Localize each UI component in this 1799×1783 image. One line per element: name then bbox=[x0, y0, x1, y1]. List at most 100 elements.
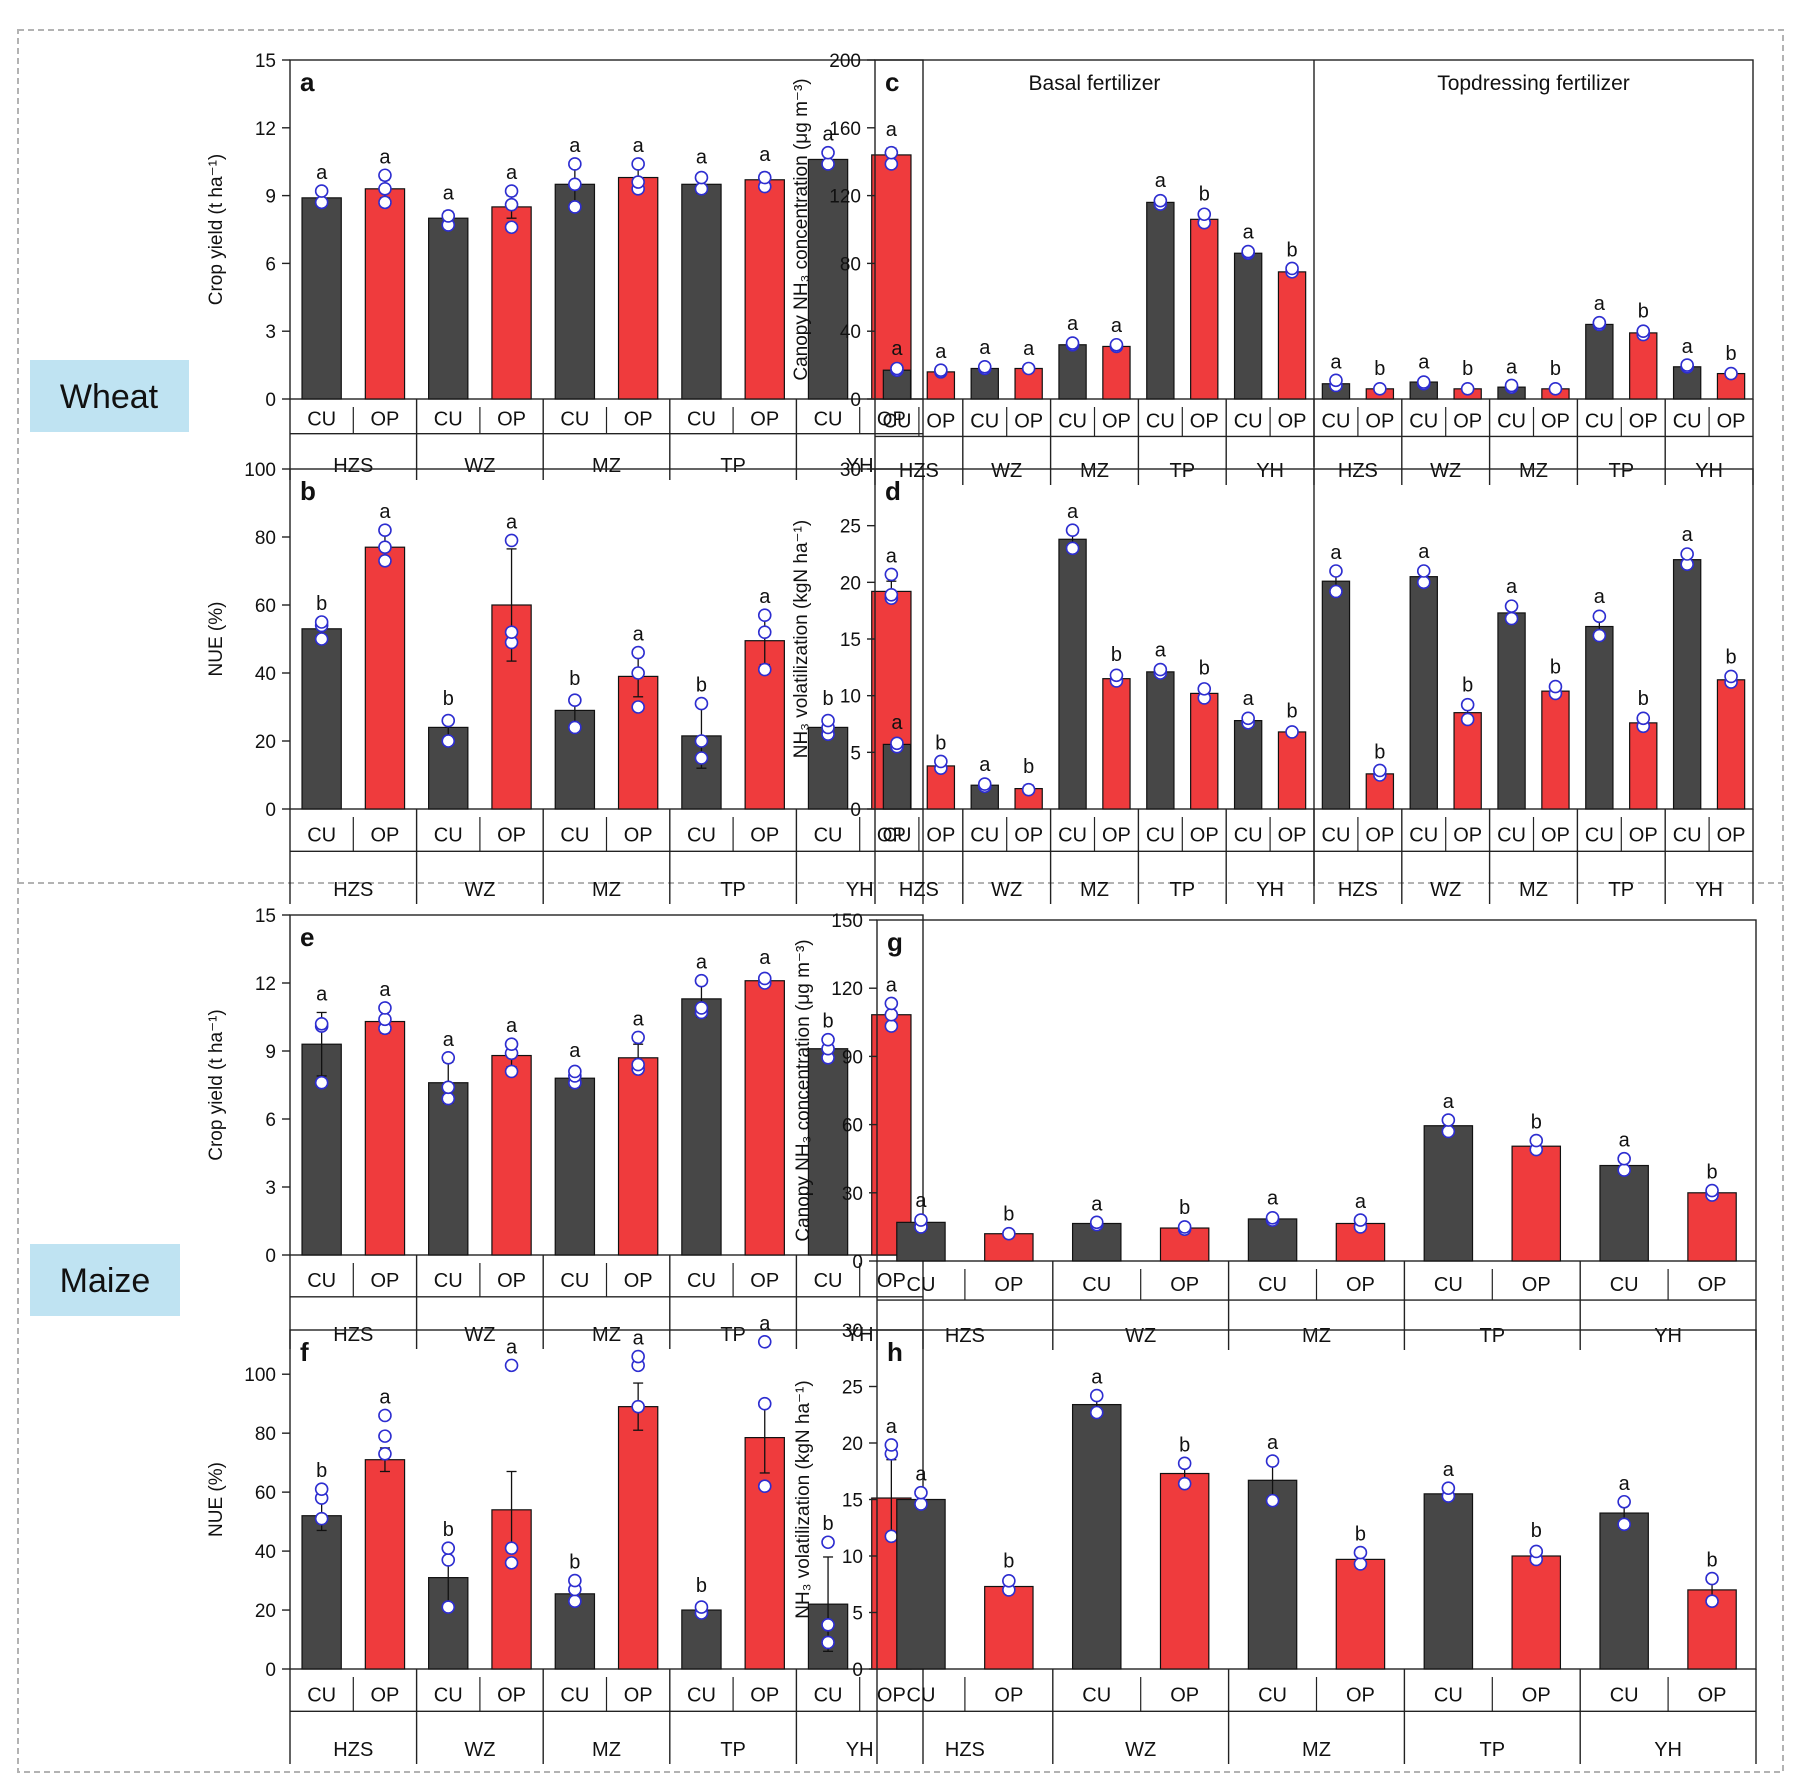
data-point bbox=[568, 1064, 582, 1079]
data-point bbox=[884, 1019, 899, 1033]
significance-letter: b bbox=[1638, 688, 1649, 710]
bar bbox=[364, 1459, 406, 1670]
subcategory-label: OP bbox=[370, 408, 399, 430]
subcategory-label: CU bbox=[1585, 411, 1614, 433]
data-point bbox=[1002, 1574, 1016, 1588]
significance-letter: a bbox=[1682, 336, 1694, 358]
data-point bbox=[1265, 1493, 1280, 1508]
significance-letter: a bbox=[759, 586, 771, 608]
bar bbox=[1453, 712, 1482, 810]
subcategory-label: CU bbox=[1434, 1274, 1463, 1296]
subcategory-label: OP bbox=[1170, 1274, 1199, 1296]
significance-letter: b bbox=[443, 1519, 454, 1541]
bar bbox=[1014, 367, 1043, 400]
subcategory-label: OP bbox=[1522, 1274, 1551, 1296]
significance-letter: a bbox=[506, 1336, 518, 1358]
y-axis-label: NUE (%) bbox=[206, 1462, 227, 1537]
significance-letter: a bbox=[1243, 688, 1255, 710]
bar bbox=[744, 179, 785, 400]
subcategory-label: CU bbox=[687, 1684, 716, 1706]
y-tick-label: 0 bbox=[265, 1246, 276, 1267]
data-point bbox=[504, 184, 519, 198]
y-tick-label: 25 bbox=[840, 517, 861, 538]
data-point bbox=[884, 1007, 899, 1022]
category-label: HZS bbox=[899, 460, 939, 482]
data-point bbox=[1617, 1517, 1631, 1532]
data-point bbox=[1441, 1124, 1456, 1139]
category-label: TP bbox=[1609, 879, 1635, 901]
data-point bbox=[1021, 361, 1036, 376]
figure-frame bbox=[17, 29, 1784, 1773]
bar bbox=[1672, 559, 1702, 810]
y-axis-label: NH₃ volatilization (kgN ha⁻¹) bbox=[791, 520, 812, 758]
bar bbox=[301, 1515, 342, 1670]
panel-h: 0 5 10 15 20 25 30 NH₃ volatilization (kgN ha⁻¹… bbox=[793, 1321, 1757, 1764]
category-label: HZS bbox=[333, 1739, 373, 1761]
data-point bbox=[1109, 668, 1124, 683]
data-point bbox=[441, 713, 456, 728]
data-point bbox=[378, 1408, 392, 1423]
category-label: MZ bbox=[592, 1324, 621, 1346]
data-point bbox=[568, 1594, 582, 1608]
data-point bbox=[504, 1064, 519, 1079]
category-label: HZS bbox=[1338, 460, 1378, 482]
data-point bbox=[1416, 375, 1431, 389]
significance-letter: b bbox=[1111, 644, 1122, 666]
category-label: WZ bbox=[1430, 879, 1461, 901]
significance-letter: a bbox=[886, 119, 898, 141]
y-tick-label: 6 bbox=[265, 254, 276, 275]
bar bbox=[1058, 344, 1087, 400]
category-label: YH bbox=[846, 1739, 874, 1761]
subcategory-label: OP bbox=[624, 408, 653, 430]
data-point bbox=[378, 553, 392, 568]
y-tick-label: 5 bbox=[852, 1604, 863, 1625]
significance-letter: a bbox=[891, 338, 903, 360]
plot-frame bbox=[289, 914, 924, 1256]
significance-letter: a bbox=[633, 624, 645, 646]
significance-letter: a bbox=[759, 144, 771, 166]
significance-letter: b bbox=[316, 593, 327, 615]
data-point bbox=[568, 177, 582, 192]
subcategory-label: CU bbox=[434, 408, 463, 430]
data-point bbox=[1460, 712, 1475, 727]
significance-letter: a bbox=[443, 1029, 455, 1051]
significance-letter: a bbox=[1506, 356, 1518, 378]
data-point bbox=[504, 220, 519, 235]
data-point bbox=[1441, 1113, 1456, 1127]
data-point bbox=[977, 359, 992, 374]
subcategory-label: OP bbox=[994, 1274, 1023, 1296]
data-point bbox=[1460, 382, 1475, 396]
data-point bbox=[504, 625, 519, 640]
significance-letter: a bbox=[633, 135, 645, 157]
bar bbox=[984, 1585, 1034, 1670]
subcategory-label: CU bbox=[1082, 1274, 1111, 1296]
significance-letter: b bbox=[1706, 1550, 1717, 1572]
data-point bbox=[757, 971, 772, 986]
y-tick-label: 15 bbox=[255, 906, 276, 927]
bar bbox=[1190, 218, 1219, 400]
bar bbox=[554, 1077, 596, 1256]
data-point bbox=[890, 361, 904, 376]
error-bar bbox=[823, 1556, 834, 1652]
data-point bbox=[314, 615, 329, 629]
bar bbox=[896, 1498, 946, 1670]
bar bbox=[1423, 1493, 1474, 1670]
panel-a: 0 3 6 9 12 15 Crop yield (t ha⁻¹) a CU a OP a HZS CU a… bbox=[206, 51, 924, 480]
panel-label: h bbox=[887, 1337, 903, 1367]
bar bbox=[491, 1054, 532, 1256]
category-label: MZ bbox=[1519, 879, 1548, 901]
significance-letter: a bbox=[1443, 1459, 1455, 1481]
subcategory-label: OP bbox=[1522, 1684, 1551, 1706]
subcategory-label: CU bbox=[1322, 824, 1351, 846]
significance-letter: b bbox=[822, 688, 833, 710]
significance-letter: a bbox=[1091, 1193, 1103, 1215]
category-label: HZS bbox=[899, 879, 939, 901]
data-point bbox=[314, 632, 329, 646]
panel-label: c bbox=[885, 67, 899, 97]
category-label: WZ bbox=[1430, 460, 1461, 482]
significance-letter: b bbox=[1531, 1112, 1542, 1134]
bar bbox=[617, 176, 659, 400]
subcategory-label: CU bbox=[560, 824, 589, 846]
significance-letter: b bbox=[822, 1011, 833, 1033]
bar bbox=[617, 1057, 659, 1256]
